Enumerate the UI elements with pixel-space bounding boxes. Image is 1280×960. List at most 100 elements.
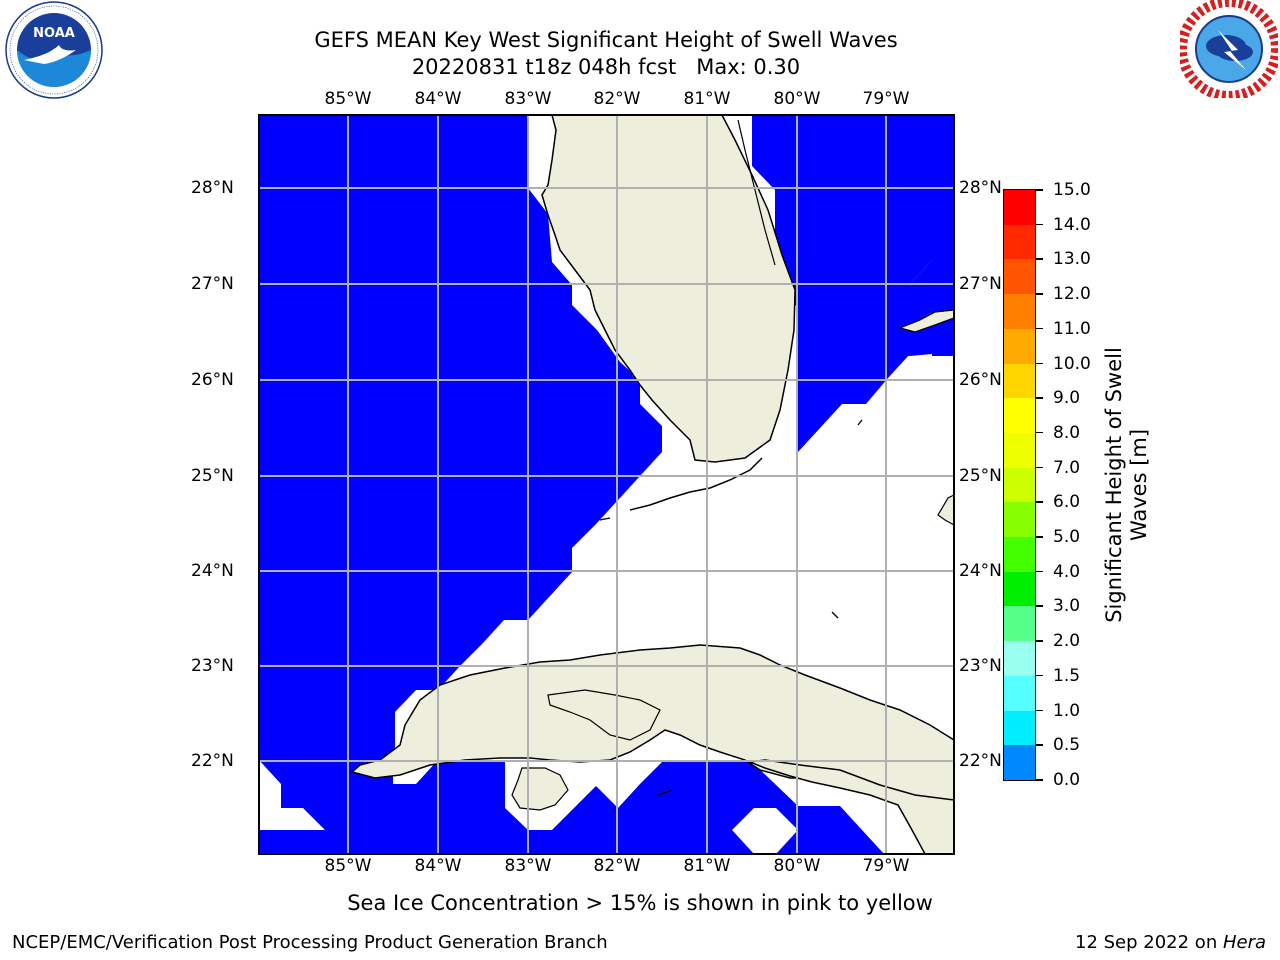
- land-isla-juventud: [511, 767, 569, 811]
- colorbar-tick-mark: [1036, 640, 1043, 642]
- colorbar-label-line1: Significant Height of Swell: [1102, 347, 1126, 623]
- colorbar-tick-label: 6.0: [1053, 492, 1081, 513]
- colorbar-segment: [1004, 675, 1035, 712]
- colorbar-tick-label: 7.0: [1053, 457, 1081, 478]
- footer-branch: NCEP/EMC/Verification Post Processing Pr…: [12, 932, 608, 953]
- footer-date-text: 12 Sep 2022 on: [1075, 932, 1223, 953]
- lat-label-left: 24°N: [191, 561, 234, 581]
- colorbar-tick-label: 14.0: [1053, 214, 1091, 235]
- colorbar-tick-mark: [1036, 397, 1043, 399]
- colorbar-tick-label: 15.0: [1053, 180, 1091, 200]
- lat-label-right: 27°N: [959, 274, 1002, 294]
- lat-label-right: 26°N: [959, 370, 1002, 390]
- colorbar-tick-mark: [1036, 674, 1043, 677]
- colorbar-tick-mark: [1036, 605, 1043, 607]
- colorbar-tick-label: 12.0: [1053, 284, 1091, 305]
- colorbar-tick-mark: [1036, 293, 1043, 295]
- colorbar-tick-label: 10.0: [1053, 353, 1091, 374]
- colorbar-segment: [1004, 537, 1035, 573]
- footer-host: Hera: [1222, 932, 1266, 953]
- colorbar-tick-mark: [1036, 709, 1043, 712]
- lat-label-left: 22°N: [191, 751, 234, 771]
- lon-label-bottom: 79°W: [862, 856, 910, 876]
- lon-label-bottom: 81°W: [683, 856, 731, 876]
- colorbar-segment: [1004, 571, 1035, 607]
- lat-label-left: 28°N: [191, 178, 234, 198]
- colorbar-tick-mark: [1036, 536, 1043, 538]
- colorbar-tick-mark: [1036, 223, 1043, 226]
- lat-label-left: 26°N: [191, 370, 234, 390]
- colorbar-segment: [1004, 606, 1035, 642]
- colorbar-tick-label: 0.5: [1053, 735, 1081, 756]
- footer-date: 12 Sep 2022 on Hera: [1075, 932, 1266, 953]
- lon-label-bottom: 84°W: [414, 856, 462, 876]
- colorbar-tick-mark: [1036, 362, 1043, 365]
- colorbar-segment: [1004, 224, 1035, 260]
- colorbar-tick-label: 11.0: [1053, 318, 1091, 339]
- colorbar-tick-label: 9.0: [1053, 388, 1081, 409]
- lat-label-right: 23°N: [959, 656, 1002, 676]
- map-frame: [258, 114, 955, 855]
- colorbar-tick-mark: [1036, 466, 1043, 469]
- colorbar-segment: [1004, 190, 1035, 226]
- swell-field-atlantic-east: [932, 312, 954, 356]
- land-bahamas: [898, 309, 954, 333]
- colorbar-tick-mark: [1036, 327, 1043, 330]
- land-cuba: [350, 644, 954, 854]
- colorbar-tick-label: 4.0: [1053, 561, 1081, 582]
- swell-field-caribbean-west: [259, 760, 884, 854]
- colorbar-segment: [1004, 641, 1035, 677]
- florida-keys: [629, 457, 763, 511]
- noaa-logo: NOAA: [5, 1, 103, 99]
- colorbar-segment: [1004, 502, 1035, 538]
- lat-label-right: 25°N: [959, 466, 1002, 486]
- lat-label-left: 25°N: [191, 466, 234, 486]
- lon-label-top: 79°W: [862, 89, 910, 109]
- lat-label-right: 24°N: [959, 561, 1002, 581]
- nws-logo: [1180, 0, 1278, 98]
- colorbar-label-line2: Waves [m]: [1127, 428, 1151, 542]
- lon-label-bottom: 80°W: [773, 856, 821, 876]
- colorbar-tick-label: 0.0: [1053, 770, 1081, 790]
- colorbar-segment: [1004, 328, 1035, 365]
- lat-label-right: 28°N: [959, 178, 1002, 198]
- lat-label-left: 23°N: [191, 656, 234, 676]
- lon-label-top: 84°W: [414, 89, 462, 109]
- colorbar-tick-label: 5.0: [1053, 527, 1081, 548]
- chart-subtitle: 20220831 t18z 048h fcst Max: 0.30: [411, 55, 801, 79]
- colorbar-tick-label: 1.5: [1053, 665, 1081, 686]
- lon-label-top: 85°W: [324, 89, 372, 109]
- colorbar-tick-mark: [1036, 431, 1043, 434]
- colorbar-segment: [1004, 710, 1035, 746]
- lon-label-bottom: 83°W: [504, 856, 552, 876]
- colorbar-tick-mark: [1036, 570, 1043, 573]
- sea-ice-note: Sea Ice Concentration > 15% is shown in …: [347, 891, 933, 915]
- colorbar-segment: [1004, 259, 1035, 295]
- lat-label-right: 22°N: [959, 751, 1002, 771]
- swell-field-gulf: [259, 115, 662, 760]
- colorbar-segment: [1004, 467, 1035, 503]
- lat-label-left: 27°N: [191, 274, 234, 294]
- lon-label-bottom: 85°W: [324, 856, 372, 876]
- noaa-logo-text: NOAA: [33, 26, 75, 41]
- land-florida: [541, 115, 796, 463]
- colorbar: [1003, 189, 1036, 781]
- colorbar-tick-label: 3.0: [1053, 596, 1081, 617]
- colorbar-tick-label: 2.0: [1053, 631, 1081, 652]
- colorbar-tick-label: 13.0: [1053, 249, 1091, 270]
- colorbar-segment: [1004, 432, 1035, 469]
- colorbar-tick-mark: [1036, 779, 1043, 781]
- colorbar-tick-label: 8.0: [1053, 422, 1081, 443]
- lon-label-top: 82°W: [593, 89, 641, 109]
- lon-label-top: 80°W: [773, 89, 821, 109]
- colorbar-tick-mark: [1036, 744, 1043, 746]
- lon-label-bottom: 82°W: [593, 856, 641, 876]
- graticule: [259, 115, 954, 854]
- chart-title: GEFS MEAN Key West Significant Height of…: [314, 28, 898, 52]
- colorbar-tick-mark: [1036, 258, 1043, 260]
- colorbar-segment: [1004, 363, 1035, 399]
- colorbar-tick-mark: [1036, 501, 1043, 503]
- colorbar-tick-mark: [1036, 189, 1043, 191]
- colorbar-segment: [1004, 398, 1035, 434]
